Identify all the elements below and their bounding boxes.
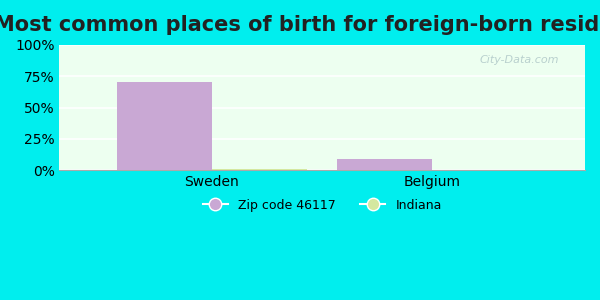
Bar — [117, 82, 212, 170]
Bar — [212, 169, 307, 170]
Bar — [433, 169, 527, 170]
Legend: Zip code 46117, Indiana: Zip code 46117, Indiana — [197, 194, 447, 217]
Bar — [337, 159, 433, 170]
Text: City-Data.com: City-Data.com — [479, 55, 559, 65]
Title: Most common places of birth for foreign-born residents: Most common places of birth for foreign-… — [0, 15, 600, 35]
